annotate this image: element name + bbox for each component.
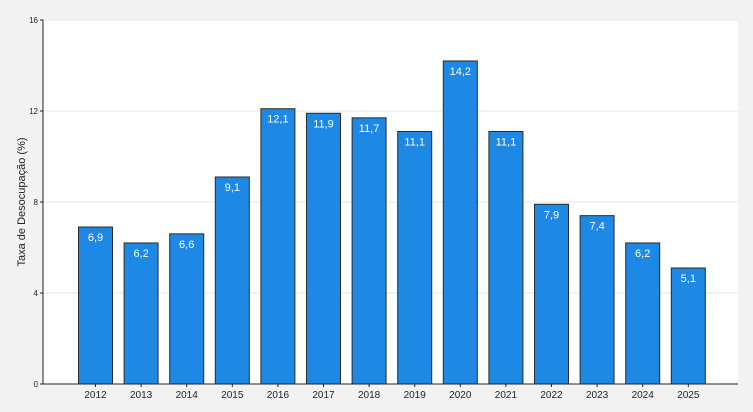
bar xyxy=(169,233,205,385)
bar xyxy=(214,176,250,385)
bar-value-label: 5,1 xyxy=(681,273,696,285)
bar xyxy=(397,130,433,385)
y-tick-label: 12 xyxy=(29,107,38,116)
x-tick-label: 2017 xyxy=(312,390,335,401)
y-tick-label: 0 xyxy=(34,380,39,389)
bar xyxy=(260,108,296,385)
bar-value-label: 6,2 xyxy=(635,248,650,260)
x-tick-label: 2016 xyxy=(267,390,290,401)
bars: 6,9 6,2 6,6 9,1 12,1 11,9 11,7 11,1 14,2 11,1 7,9 7… xyxy=(78,60,706,385)
x-ticks: 2012 2013 2014 2015 2016 2017 2018 2019 2020 2021… xyxy=(84,384,700,401)
y-ticks: 0 4 8 12 16 xyxy=(29,16,43,389)
bar xyxy=(351,117,387,385)
y-tick-label: 16 xyxy=(29,16,38,25)
bar-value-label: 6,2 xyxy=(133,248,148,260)
x-tick-label: 2012 xyxy=(84,390,107,401)
bar xyxy=(442,60,478,385)
x-tick-label: 2022 xyxy=(540,390,563,401)
bar xyxy=(488,130,524,385)
bar xyxy=(534,203,569,385)
bar xyxy=(78,226,113,385)
bar xyxy=(123,242,159,385)
bar-value-label: 12,1 xyxy=(267,114,288,126)
x-tick-label: 2013 xyxy=(130,390,153,401)
x-tick-label: 2015 xyxy=(221,390,244,401)
bar-value-label: 6,9 xyxy=(88,232,103,244)
x-tick-label: 2020 xyxy=(449,390,472,401)
y-tick-label: 4 xyxy=(34,289,39,298)
bar xyxy=(670,267,706,385)
x-tick-label: 2018 xyxy=(358,390,381,401)
bar-value-label: 11,1 xyxy=(404,136,425,148)
y-axis-label: Taxa de Desocupação (%) xyxy=(16,137,28,266)
bar-value-label: 11,7 xyxy=(359,123,380,135)
bar-value-label: 11,1 xyxy=(496,136,517,148)
x-tick-label: 2023 xyxy=(586,390,609,401)
bar-value-label: 9,1 xyxy=(225,182,240,194)
y-tick-label: 8 xyxy=(34,198,39,207)
x-tick-label: 2019 xyxy=(404,390,427,401)
gridlines xyxy=(43,19,738,294)
bar xyxy=(625,242,661,385)
x-tick-label: 2024 xyxy=(632,390,655,401)
bar xyxy=(306,112,341,385)
bar-value-label: 6,6 xyxy=(179,239,194,251)
bar-value-label: 7,9 xyxy=(544,209,559,221)
bar-value-label: 7,4 xyxy=(589,221,604,233)
bar-value-label: 14,2 xyxy=(450,66,471,78)
bar-value-label: 11,9 xyxy=(313,118,334,130)
x-tick-label: 2014 xyxy=(176,390,199,401)
x-tick-label: 2025 xyxy=(677,390,700,401)
bar xyxy=(579,215,615,385)
x-tick-label: 2021 xyxy=(495,390,518,401)
